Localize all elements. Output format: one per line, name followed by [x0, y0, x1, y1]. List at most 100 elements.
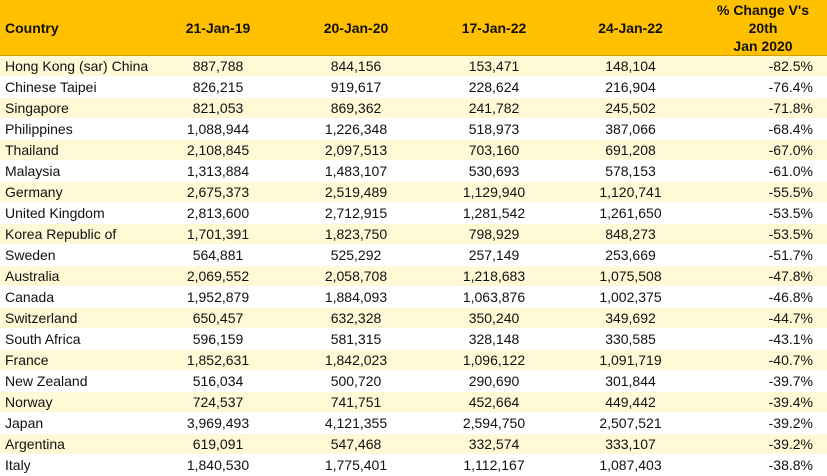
cell-17-jan-22: 2,594,750 [426, 412, 562, 434]
cell-20-jan-20: 741,751 [286, 391, 426, 413]
cell-country: Malaysia [0, 160, 150, 182]
cell-17-jan-22: 1,112,167 [426, 454, 562, 476]
cell-20-jan-20: 2,097,513 [286, 139, 426, 161]
cell-24-jan-22: 387,066 [562, 118, 699, 140]
table-row: South Africa 596,159 581,315 328,148 330,585… [0, 328, 827, 350]
cell-country: Germany [0, 181, 150, 203]
cell-21-jan-19: 650,457 [150, 307, 286, 329]
table-row: Chinese Taipei 826,215 919,617 228,624 216,9… [0, 76, 827, 98]
cell-21-jan-19: 826,215 [150, 76, 286, 98]
cell-21-jan-19: 2,108,845 [150, 139, 286, 161]
cell-percent-change: -68.4% [699, 118, 827, 140]
table-body: Hong Kong (sar) China 887,788 844,156 153,4… [0, 55, 827, 476]
cell-country: Australia [0, 265, 150, 287]
cell-country: Canada [0, 286, 150, 308]
cell-20-jan-20: 632,328 [286, 307, 426, 329]
cell-21-jan-19: 1,852,631 [150, 349, 286, 371]
cell-percent-change: -71.8% [699, 97, 827, 119]
cell-country: Korea Republic of [0, 223, 150, 245]
cell-country: Sweden [0, 244, 150, 266]
cell-percent-change: -43.1% [699, 328, 827, 350]
cell-17-jan-22: 452,664 [426, 391, 562, 413]
cell-percent-change: -40.7% [699, 349, 827, 371]
cell-24-jan-22: 1,261,650 [562, 202, 699, 224]
cell-21-jan-19: 2,069,552 [150, 265, 286, 287]
cell-17-jan-22: 241,782 [426, 97, 562, 119]
cell-24-jan-22: 578,153 [562, 160, 699, 182]
cell-24-jan-22: 216,904 [562, 76, 699, 98]
cell-percent-change: -47.8% [699, 265, 827, 287]
table-row: United Kingdom 2,813,600 2,712,915 1,281,54… [0, 202, 827, 224]
table-row: Sweden 564,881 525,292 257,149 253,669 -51.7% [0, 244, 827, 266]
cell-20-jan-20: 1,775,401 [286, 454, 426, 476]
cell-21-jan-19: 619,091 [150, 433, 286, 455]
cell-country: South Africa [0, 328, 150, 350]
cell-20-jan-20: 1,226,348 [286, 118, 426, 140]
cell-percent-change: -82.5% [699, 55, 827, 77]
header-21-jan-19: 21-Jan-19 [150, 0, 286, 56]
header-17-jan-22: 17-Jan-22 [426, 0, 562, 56]
cell-24-jan-22: 330,585 [562, 328, 699, 350]
cell-20-jan-20: 547,468 [286, 433, 426, 455]
cell-24-jan-22: 1,002,375 [562, 286, 699, 308]
cell-21-jan-19: 1,701,391 [150, 223, 286, 245]
header-country: Country [0, 0, 150, 56]
table-row: Thailand 2,108,845 2,097,513 703,160 691,208… [0, 139, 827, 161]
cell-20-jan-20: 1,884,093 [286, 286, 426, 308]
cell-24-jan-22: 1,120,741 [562, 181, 699, 203]
cell-24-jan-22: 148,104 [562, 55, 699, 77]
header-percent-change-line1: % Change V's 20th [716, 2, 810, 36]
cell-country: France [0, 349, 150, 371]
cell-percent-change: -39.2% [699, 412, 827, 434]
cell-percent-change: -38.8% [699, 454, 827, 476]
cell-21-jan-19: 724,537 [150, 391, 286, 413]
cell-percent-change: -76.4% [699, 76, 827, 98]
cell-20-jan-20: 1,842,023 [286, 349, 426, 371]
cell-17-jan-22: 328,148 [426, 328, 562, 350]
cell-country: United Kingdom [0, 202, 150, 224]
cell-20-jan-20: 581,315 [286, 328, 426, 350]
table-row: Argentina 619,091 547,468 332,574 333,107 -39… [0, 433, 827, 455]
cell-17-jan-22: 703,160 [426, 139, 562, 161]
cell-24-jan-22: 2,507,521 [562, 412, 699, 434]
cell-17-jan-22: 332,574 [426, 433, 562, 455]
cell-21-jan-19: 1,840,530 [150, 454, 286, 476]
cell-17-jan-22: 1,218,683 [426, 265, 562, 287]
cell-24-jan-22: 333,107 [562, 433, 699, 455]
cell-percent-change: -51.7% [699, 244, 827, 266]
cell-17-jan-22: 1,129,940 [426, 181, 562, 203]
table-row: Italy 1,840,530 1,775,401 1,112,167 1,087,40… [0, 454, 827, 476]
cell-17-jan-22: 518,973 [426, 118, 562, 140]
cell-17-jan-22: 1,096,122 [426, 349, 562, 371]
cell-20-jan-20: 919,617 [286, 76, 426, 98]
table-row: Australia 2,069,552 2,058,708 1,218,683 1,07… [0, 265, 827, 287]
cell-percent-change: -39.4% [699, 391, 827, 413]
cell-20-jan-20: 500,720 [286, 370, 426, 392]
cell-21-jan-19: 1,088,944 [150, 118, 286, 140]
cell-24-jan-22: 691,208 [562, 139, 699, 161]
cell-24-jan-22: 1,087,403 [562, 454, 699, 476]
cell-country: New Zealand [0, 370, 150, 392]
cell-17-jan-22: 153,471 [426, 55, 562, 77]
cell-21-jan-19: 1,952,879 [150, 286, 286, 308]
table-row: Hong Kong (sar) China 887,788 844,156 153,4… [0, 55, 827, 77]
cell-percent-change: -39.2% [699, 433, 827, 455]
cell-21-jan-19: 3,969,493 [150, 412, 286, 434]
table-row: Korea Republic of 1,701,391 1,823,750 798,9… [0, 223, 827, 245]
cell-17-jan-22: 228,624 [426, 76, 562, 98]
table-row: Japan 3,969,493 4,121,355 2,594,750 2,507,52… [0, 412, 827, 434]
cell-21-jan-19: 1,313,884 [150, 160, 286, 182]
cell-17-jan-22: 290,690 [426, 370, 562, 392]
cell-17-jan-22: 1,063,876 [426, 286, 562, 308]
cell-20-jan-20: 869,362 [286, 97, 426, 119]
cell-17-jan-22: 798,929 [426, 223, 562, 245]
table-row: Norway 724,537 741,751 452,664 449,442 -39.4% [0, 391, 827, 413]
cell-percent-change: -44.7% [699, 307, 827, 329]
header-row: Country 21-Jan-19 20-Jan-20 17-Jan-22 24… [0, 0, 827, 56]
cell-country: Chinese Taipei [0, 76, 150, 98]
cell-21-jan-19: 821,053 [150, 97, 286, 119]
table-row: Switzerland 650,457 632,328 350,240 349,692-… [0, 307, 827, 329]
cell-17-jan-22: 257,149 [426, 244, 562, 266]
table-row: Malaysia 1,313,884 1,483,107 530,693 578,153… [0, 160, 827, 182]
